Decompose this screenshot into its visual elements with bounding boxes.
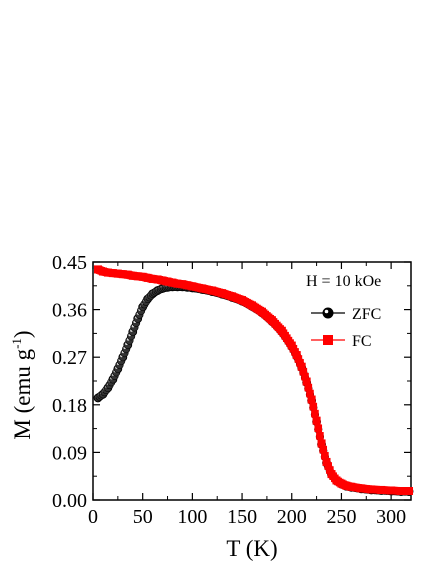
x-tick-label: 200 [277,506,307,528]
x-tick-label: 0 [88,506,98,528]
x-axis: 0 50 100 150 200 250 300 [88,262,406,528]
x-tick-label: 300 [376,506,406,528]
fc-marker [312,416,321,425]
fc-marker [316,432,324,440]
fc-marker [311,409,319,418]
fc-marker [296,359,304,367]
fc-marker [405,487,413,495]
x-tick-label: 50 [133,506,153,528]
fc-marker [292,351,301,359]
legend-zfc-marker [322,307,334,319]
y-tick-label: 0.45 [52,252,87,274]
fc-marker [309,402,318,411]
fc-marker [307,395,316,404]
fc-marker [319,445,328,454]
y-axis-title: M (emu g-1) [9,330,35,439]
y-tick-label: 0.36 [52,300,87,322]
fc-marker [299,367,308,376]
fc-marker [321,451,329,460]
fc-marker [297,362,306,371]
x-axis-title: T (K) [226,536,277,561]
y-tick-label: 0.27 [52,347,87,369]
y-axis: 0.00 0.09 0.18 0.27 0.36 0.45 [52,252,411,512]
x-tick-label: 100 [177,506,207,528]
plot-border [92,261,412,501]
data-series [93,265,414,496]
fc-marker [306,389,314,398]
y-tick-label: 0.18 [52,395,87,417]
fc-marker [304,383,313,392]
field-annotation: H = 10 kOe [306,273,381,290]
series-fc [93,265,414,496]
legend: H = 10 kOe ZFC FC [306,273,381,350]
y-axis-title-main: M (emu g [10,348,35,439]
legend-fc-label: FC [352,333,372,350]
fc-marker [314,424,323,433]
legend-zfc-label: ZFC [352,306,381,323]
x-tick-label: 250 [326,506,356,528]
legend-fc-marker [323,335,333,345]
y-axis-title-superscript: -1 [9,338,24,349]
fc-marker [301,372,309,381]
fc-marker [317,439,326,448]
legend-zfc-marker-highlight [324,309,329,314]
fc-marker [326,466,334,474]
fc-marker [294,355,303,363]
y-axis-title-close: ) [10,330,35,338]
fc-marker [324,462,332,470]
y-tick-label: 0.09 [52,442,87,464]
fc-marker [302,377,311,386]
fc-marker [322,458,331,466]
plot-area [92,261,412,501]
x-tick-label: 150 [227,506,257,528]
y-tick-label: 0.00 [52,490,87,512]
